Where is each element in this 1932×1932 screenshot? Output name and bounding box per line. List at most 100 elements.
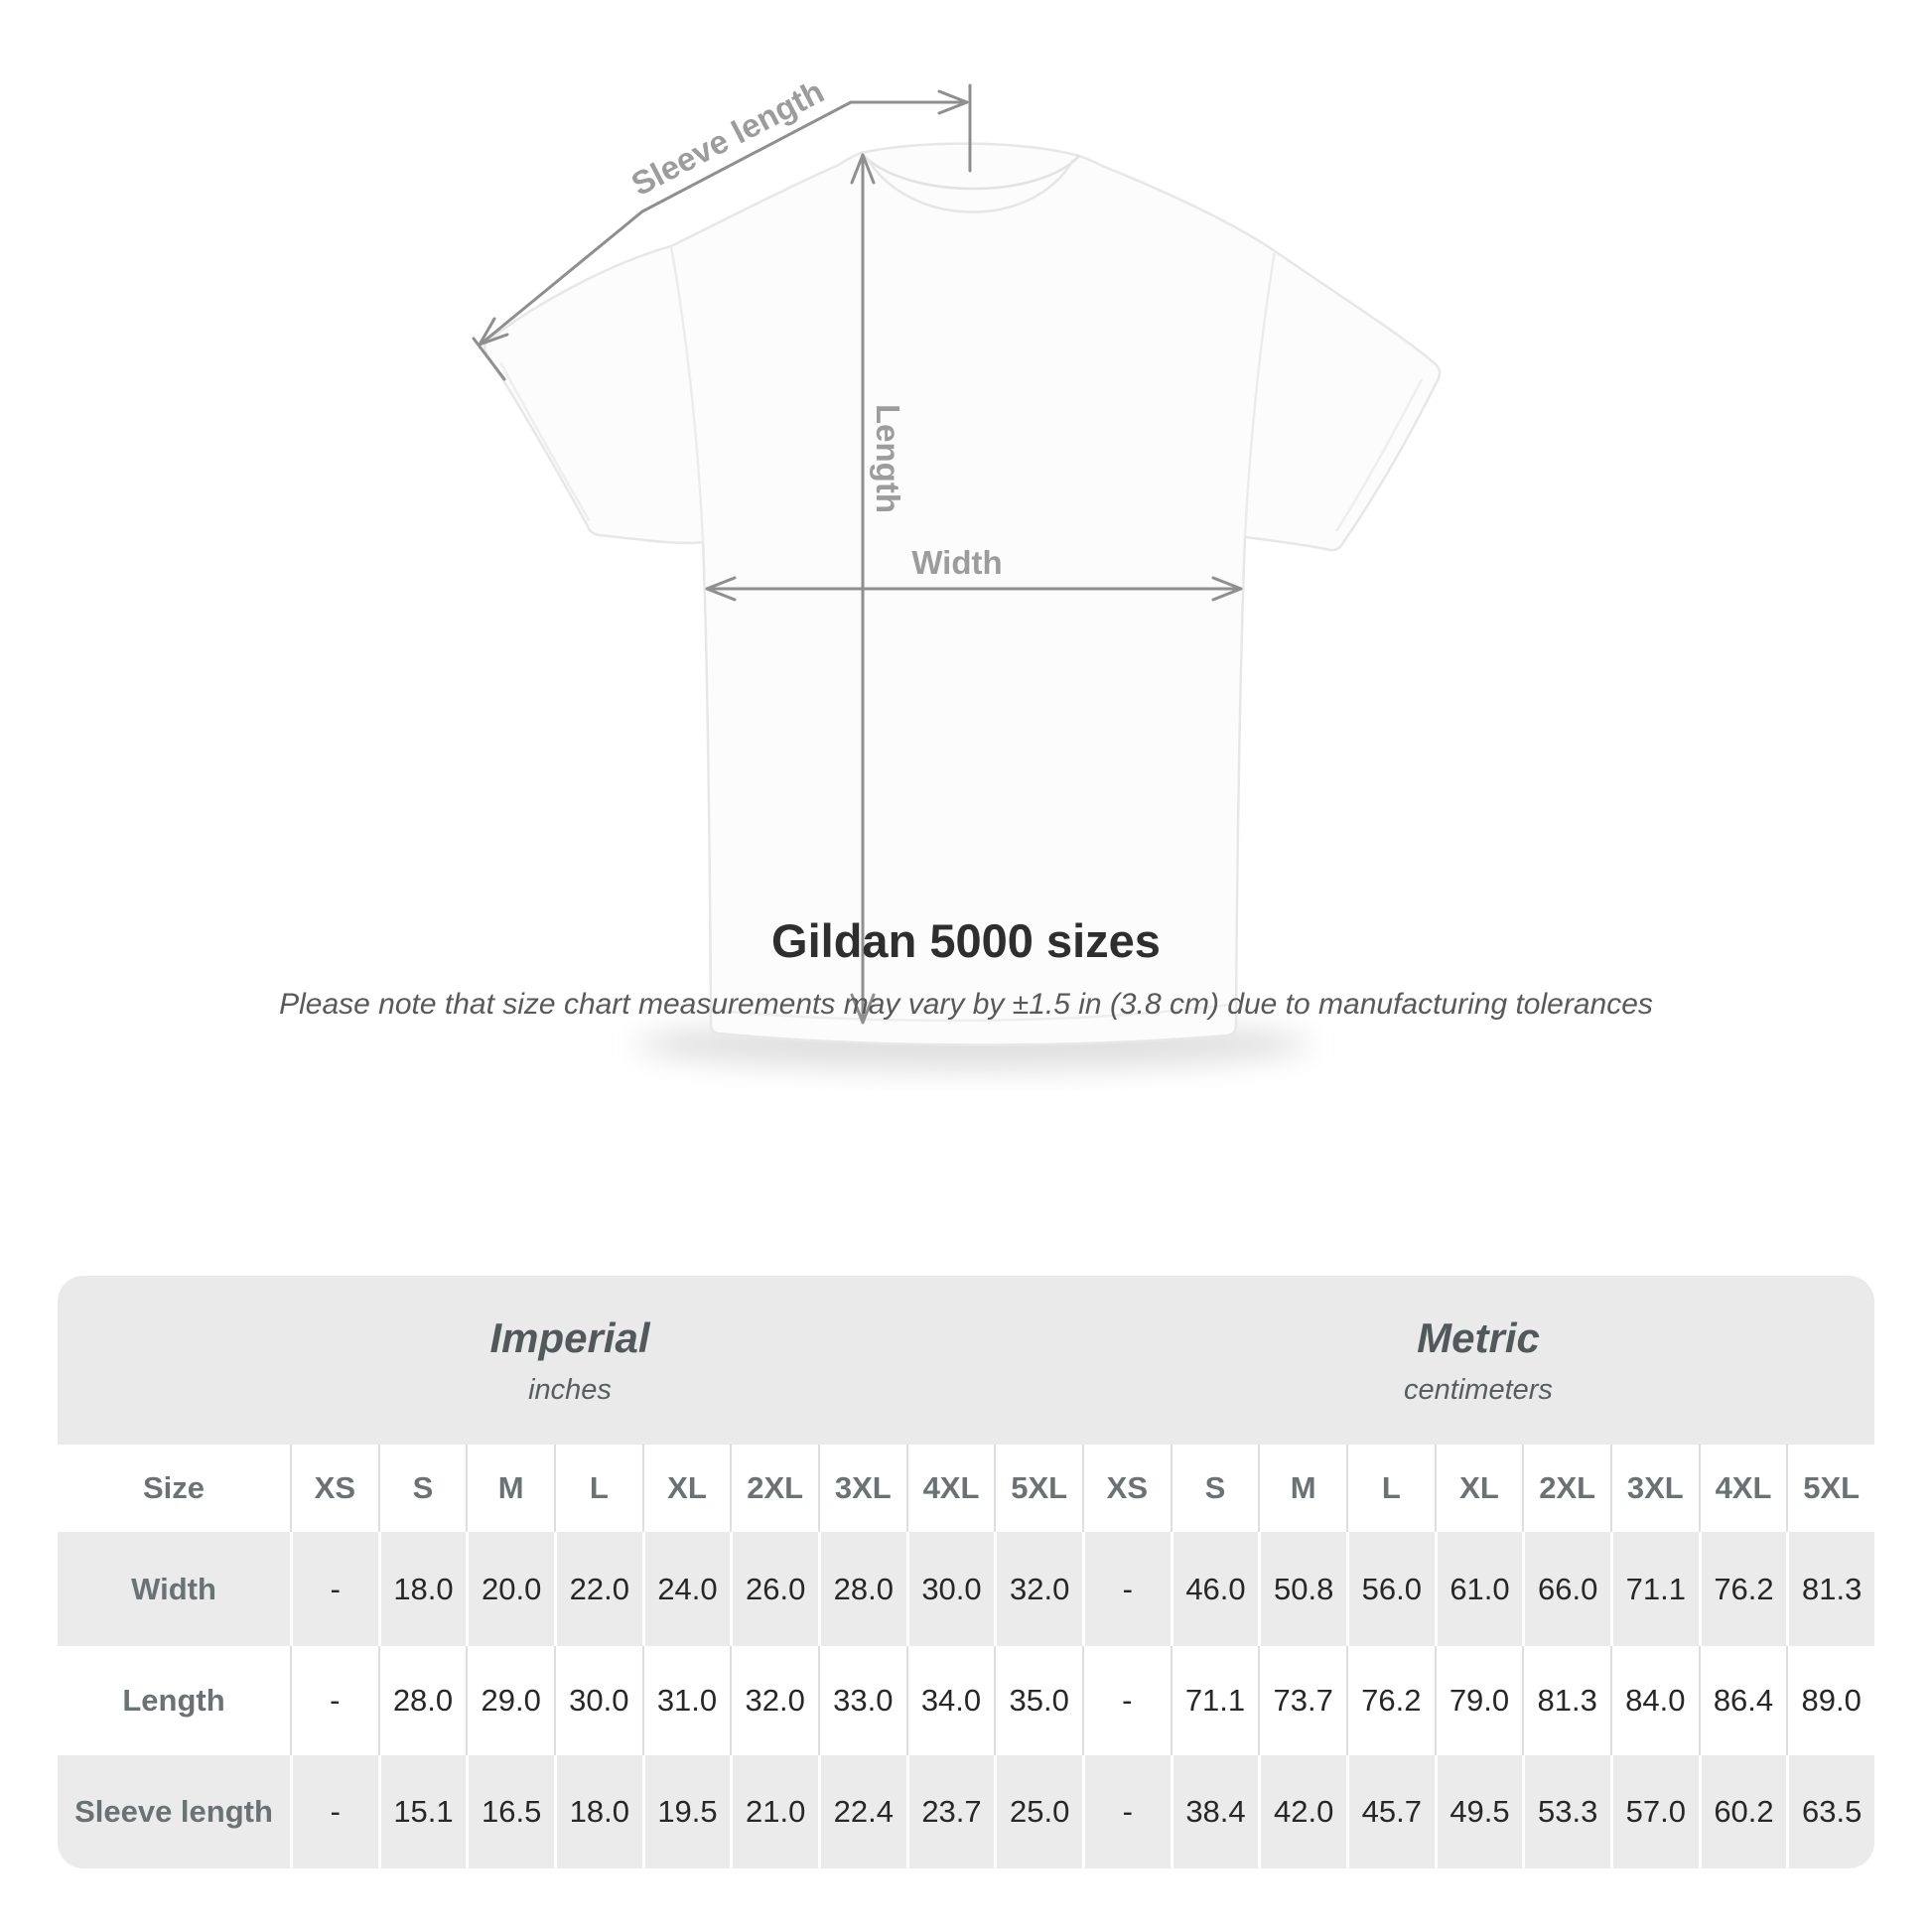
table-cell: 21.0 — [730, 1755, 818, 1868]
table-cell: - — [290, 1646, 378, 1755]
table-cell: 42.0 — [1258, 1755, 1346, 1868]
table-cell: 15.1 — [377, 1755, 467, 1868]
table-cell: 60.2 — [1698, 1755, 1787, 1868]
table-cell: 49.5 — [1434, 1755, 1523, 1868]
table-cell: 56.0 — [1345, 1532, 1435, 1646]
sleeve-length-arrow-start — [478, 317, 509, 346]
table-cell: 22.0 — [553, 1532, 642, 1646]
table-cell: 81.3 — [1786, 1532, 1874, 1646]
right-cuff-stitch — [1334, 378, 1424, 532]
metric-header: Metric centimeters — [1082, 1276, 1874, 1445]
table-cell: 61.0 — [1434, 1532, 1523, 1646]
table-cell: 63.5 — [1786, 1755, 1874, 1868]
metric-sublabel: centimeters — [1404, 1373, 1553, 1406]
table-cell: 71.1 — [1170, 1646, 1259, 1755]
table-cell: 28.0 — [817, 1532, 906, 1646]
table-cell: 30.0 — [905, 1532, 995, 1646]
length-row: Length -28.0 29.0 30.0 31.0 32.0 33.0 34.0 35.0-… — [58, 1646, 1874, 1755]
table-cell: 18.0 — [553, 1755, 642, 1868]
table-cell: - — [290, 1755, 378, 1868]
hem-stitch — [717, 1003, 1230, 1023]
imperial-header: Imperial inches — [58, 1276, 1082, 1445]
size-header-metric-l: L — [1345, 1445, 1435, 1532]
size-header-imperial-xs: XS — [290, 1445, 378, 1532]
left-sleeve-seam — [669, 245, 705, 543]
size-table: Imperial inches Metric centimeters Size X… — [58, 1276, 1874, 1868]
tshirt-body — [483, 142, 1442, 1046]
table-cell: 79.0 — [1434, 1646, 1523, 1755]
table-cell: 26.0 — [730, 1532, 818, 1646]
table-cell: 66.0 — [1522, 1532, 1610, 1646]
size-header-row: Size XS S M L XL 2XL 3XL 4XL 5XL XS S M L XL 2XL 3XL 4XL 5… — [58, 1445, 1874, 1532]
imperial-label: Imperial — [489, 1313, 650, 1361]
table-cell: 53.3 — [1522, 1755, 1610, 1868]
sleeve-length-line — [481, 100, 967, 345]
table-cell: 32.0 — [730, 1646, 818, 1755]
table-cell: 24.0 — [641, 1532, 731, 1646]
table-cell: 57.0 — [1609, 1755, 1699, 1868]
table-cell: 50.8 — [1258, 1532, 1346, 1646]
width-row: Width -18.0 20.0 22.0 24.0 26.0 28.0 30.0 32.0-4… — [58, 1532, 1874, 1646]
table-cell: 34.0 — [905, 1646, 995, 1755]
unit-header-band: Imperial inches Metric centimeters — [58, 1276, 1874, 1445]
size-header-metric-3xl: 3XL — [1609, 1445, 1699, 1532]
table-cell: 76.2 — [1698, 1532, 1787, 1646]
width-arrow-right — [1211, 576, 1243, 602]
size-header-imperial-l: L — [553, 1445, 642, 1532]
measurement-lines — [472, 83, 1243, 1025]
table-cell: 38.4 — [1170, 1755, 1259, 1868]
sleeve-length-row: Sleeve length -15.1 16.5 18.0 19.5 21.0 22.4 23… — [58, 1755, 1874, 1868]
table-cell: 28.0 — [377, 1646, 467, 1755]
table-cell: 16.5 — [466, 1755, 554, 1868]
table-cell: 45.7 — [1345, 1755, 1435, 1868]
length-arrow-top — [850, 153, 876, 185]
size-header-imperial-m: M — [466, 1445, 554, 1532]
tshirt-measurement-diagram — [472, 83, 1442, 1070]
table-cell: 35.0 — [994, 1646, 1082, 1755]
table-cell: 71.1 — [1609, 1532, 1699, 1646]
table-cell: 23.7 — [905, 1755, 995, 1868]
size-header-metric-s: S — [1170, 1445, 1259, 1532]
size-header-metric-5xl: 5XL — [1786, 1445, 1874, 1532]
size-header-metric-4xl: 4XL — [1698, 1445, 1787, 1532]
table-cell: 18.0 — [377, 1532, 467, 1646]
table-cell: 31.0 — [641, 1646, 731, 1755]
table-cell: - — [1081, 1755, 1171, 1868]
table-cell: 46.0 — [1170, 1532, 1259, 1646]
table-cell: - — [1081, 1646, 1171, 1755]
size-header-metric-xl: XL — [1434, 1445, 1523, 1532]
size-header-imperial-2xl: 2XL — [730, 1445, 818, 1532]
table-cell: - — [1081, 1532, 1171, 1646]
table-cell: 32.0 — [994, 1532, 1082, 1646]
width-arrow-left — [705, 576, 737, 602]
size-header-imperial-xl: XL — [641, 1445, 731, 1532]
length-arrow-bottom — [850, 993, 876, 1025]
table-cell: 25.0 — [994, 1755, 1082, 1868]
table-cell: 81.3 — [1522, 1646, 1610, 1755]
right-sleeve-seam — [1243, 250, 1277, 538]
imperial-sublabel: inches — [528, 1373, 612, 1406]
table-cell: 86.4 — [1698, 1646, 1787, 1755]
collar-outer-line — [860, 152, 1080, 191]
size-column-header: Size — [142, 1470, 206, 1505]
table-cell: 30.0 — [553, 1646, 642, 1755]
size-header-imperial-3xl: 3XL — [817, 1445, 906, 1532]
table-cell: - — [290, 1532, 378, 1646]
table-cell: 89.0 — [1786, 1646, 1874, 1755]
table-cell: 19.5 — [641, 1755, 731, 1868]
page-title: Gildan 5000 sizes — [771, 914, 1161, 967]
sleeve-length-arrow-end — [937, 89, 969, 115]
table-cell: 29.0 — [466, 1646, 554, 1755]
table-cell: 76.2 — [1345, 1646, 1435, 1755]
size-header-metric-m: M — [1258, 1445, 1346, 1532]
table-cell: 73.7 — [1258, 1646, 1346, 1755]
size-header-metric-2xl: 2XL — [1522, 1445, 1610, 1532]
size-header-imperial-5xl: 5XL — [994, 1445, 1082, 1532]
table-cell: 22.4 — [817, 1755, 906, 1868]
table-cell: 84.0 — [1609, 1646, 1699, 1755]
tolerance-note: Please note that size chart measurements… — [279, 988, 1653, 1021]
row-label: Length — [122, 1683, 225, 1718]
length-label: Length — [870, 404, 906, 513]
size-header-imperial-s: S — [377, 1445, 467, 1532]
